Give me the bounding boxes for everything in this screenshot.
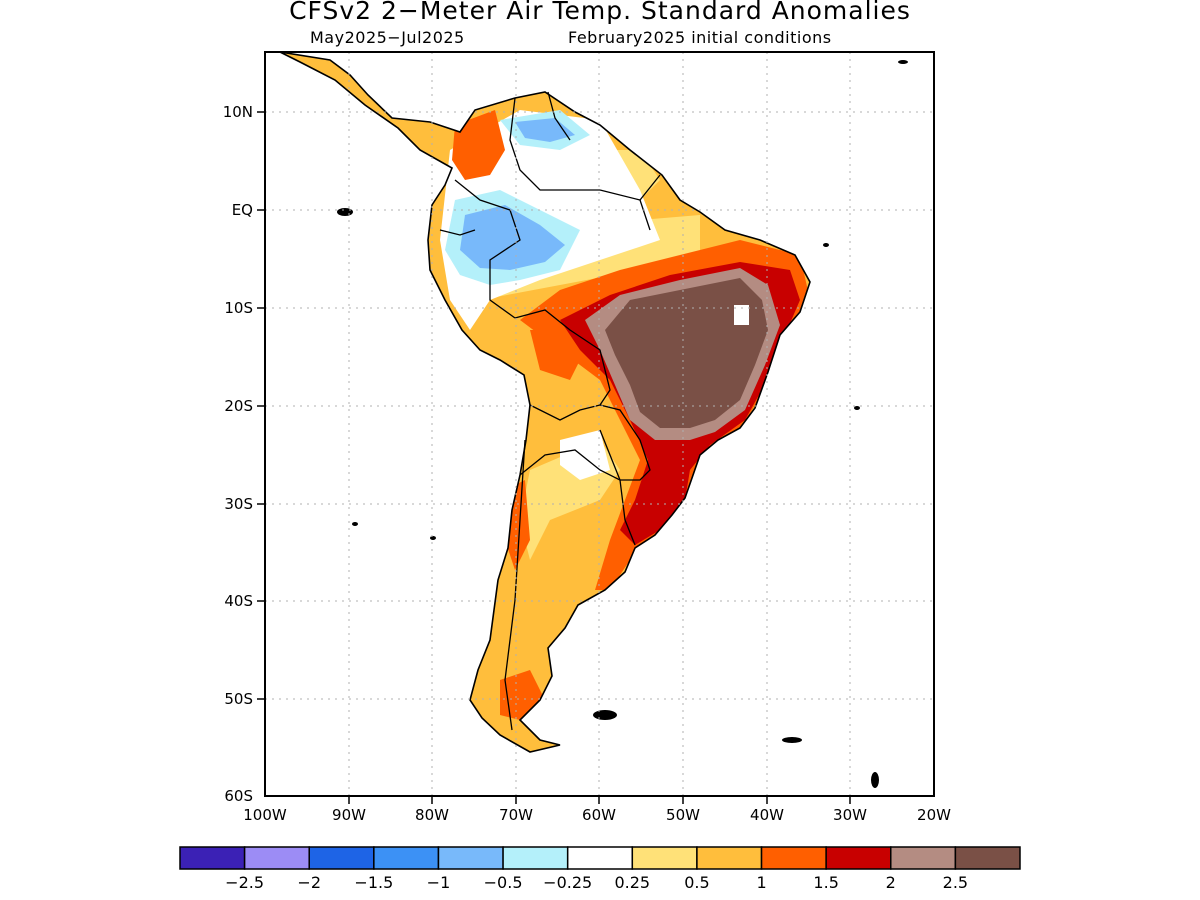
colorbar-swatch xyxy=(696,846,763,870)
colorbar-label: −2.5 xyxy=(225,873,264,892)
colorbar-label: −1.5 xyxy=(354,873,393,892)
colorbar-label: −0.5 xyxy=(484,873,523,892)
lon-label: 20W xyxy=(917,806,951,824)
lon-label: 60W xyxy=(582,806,616,824)
colorbar-swatch xyxy=(760,846,827,870)
colorbar-label: 0.5 xyxy=(684,873,709,892)
colorbar-swatch xyxy=(373,846,440,870)
lon-label: 50W xyxy=(666,806,700,824)
colorbar-label: −1 xyxy=(427,873,451,892)
colorbar: −2.5 −2 −1.5 −1 −0.5 −0.25 0.25 0.5 1 1.5 2 2.5 xyxy=(179,846,1021,892)
south-america-coastline xyxy=(279,52,811,753)
galapagos xyxy=(337,208,353,216)
colorbar-swatch xyxy=(437,846,504,870)
colorbar-swatch xyxy=(566,846,634,870)
lon-label: 70W xyxy=(499,806,533,824)
country-borders xyxy=(439,91,661,731)
lon-label: 40W xyxy=(750,806,784,824)
colorbar-swatch xyxy=(243,846,310,870)
forecast-period: May2025−Jul2025 xyxy=(310,28,465,47)
latitude-axis: 10N EQ 10S 20S 30S 40S 50S 60S xyxy=(223,103,265,805)
lat-label: 10N xyxy=(223,103,253,121)
lon-label: 90W xyxy=(332,806,366,824)
colorbar-swatch xyxy=(179,846,246,870)
lat-label: 40S xyxy=(224,592,253,610)
colorbar-label: −0.25 xyxy=(543,873,592,892)
colorbar-label: −2 xyxy=(297,873,321,892)
longitude-axis: 100W 90W 80W 70W 60W 50W 40W 30W 20W xyxy=(243,796,951,824)
lon-label: 30W xyxy=(833,806,867,824)
colorbar-swatch xyxy=(890,846,957,870)
colorbar-label: 2 xyxy=(886,873,896,892)
lon-label: 80W xyxy=(415,806,449,824)
gridlines xyxy=(265,52,934,796)
colorbar-label: 1 xyxy=(756,873,766,892)
colorbar-label: 2.5 xyxy=(943,873,968,892)
lat-label: 10S xyxy=(224,299,253,317)
map-title: CFSv2 2−Meter Air Temp. Standard Anomali… xyxy=(289,0,911,25)
colorbar-swatch xyxy=(308,846,375,870)
lat-label: EQ xyxy=(232,201,253,219)
initial-conditions: February2025 initial conditions xyxy=(568,28,832,47)
falkland-islands xyxy=(593,710,617,720)
colorbar-swatch xyxy=(954,846,1021,870)
colorbar-swatch xyxy=(825,846,892,870)
lat-label: 30S xyxy=(224,495,253,513)
lat-label: 60S xyxy=(224,787,253,805)
colorbar-label: 0.25 xyxy=(614,873,650,892)
colorbar-label: 1.5 xyxy=(813,873,838,892)
anomaly-region-max xyxy=(605,278,768,428)
lat-label: 50S xyxy=(224,690,253,708)
colorbar-swatch xyxy=(631,846,698,870)
colorbar-swatch xyxy=(502,846,569,870)
south-georgia xyxy=(782,737,802,743)
lat-label: 20S xyxy=(224,397,253,415)
lon-label: 100W xyxy=(243,806,287,824)
